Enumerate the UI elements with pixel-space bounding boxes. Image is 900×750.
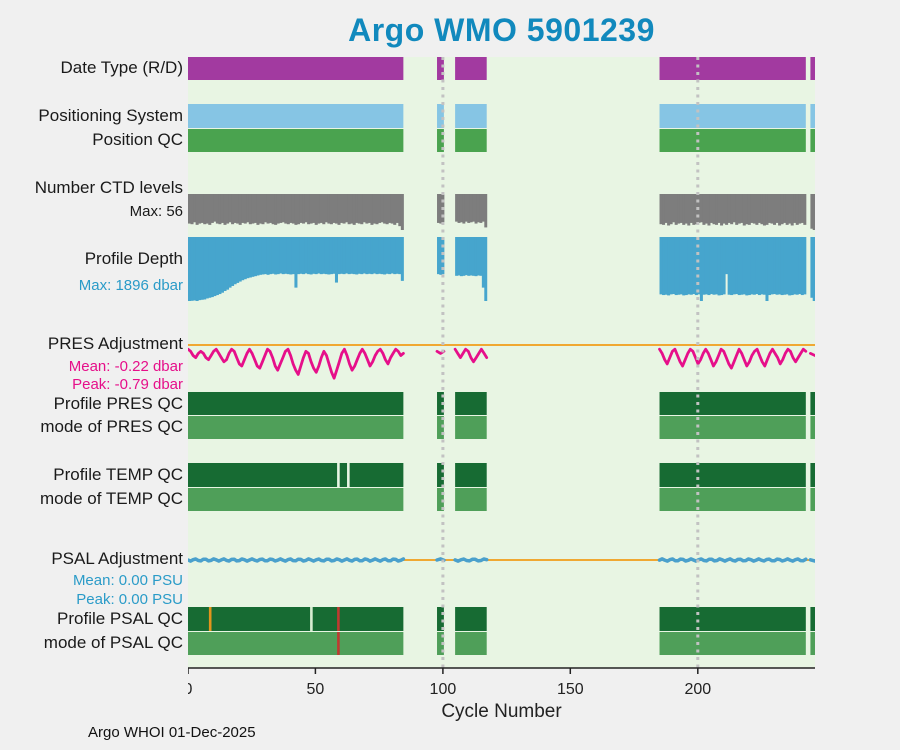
row-label-ctd-levels: Number CTD levels (34, 178, 183, 197)
row-sublabel-psal-mean: Mean: 0.00 PSU (72, 572, 183, 589)
row-label-date-type: Date Type (R/D) (60, 58, 183, 77)
row-label-mode-temp-qc: mode of TEMP QC (40, 489, 183, 508)
row-label-psal-adjustment: PSAL Adjustment (51, 549, 183, 568)
svg-text:200: 200 (684, 681, 711, 698)
chart-plot-area: 0 50 100 150 200 (184, 57, 817, 707)
page-title: Argo WMO 5901239 (348, 12, 655, 48)
row-sublabel-pres-mean: Mean: -0.22 dbar (68, 358, 183, 375)
row-label-mode-pres-qc: mode of PRES QC (40, 417, 183, 436)
row-label-position-qc: Position QC (92, 130, 183, 149)
row-label-profile-pres-qc: Profile PRES QC (53, 394, 183, 413)
row-label-positioning-system: Positioning System (38, 106, 183, 125)
row-sublabel-pres-peak: Peak: -0.79 dbar (72, 376, 183, 393)
row-label-mode-psal-qc: mode of PSAL QC (43, 633, 183, 652)
row-label-profile-temp-qc: Profile TEMP QC (53, 465, 183, 484)
x-axis-label: Cycle Number (441, 701, 562, 722)
row-label-profile-psal-qc: Profile PSAL QC (57, 609, 183, 628)
row-label-pres-adjustment: PRES Adjustment (47, 334, 183, 353)
argo-status-chart: 0 50 100 150 200 (184, 57, 817, 698)
svg-text:0: 0 (188, 681, 193, 698)
svg-text:50: 50 (307, 681, 325, 698)
svg-text:150: 150 (557, 681, 584, 698)
row-sublabel-ctd-max: Max: 56 (129, 203, 183, 220)
svg-text:100: 100 (430, 681, 457, 698)
footer-credit: Argo WHOI 01-Dec-2025 (88, 724, 256, 741)
row-sublabel-psal-peak: Peak: 0.00 PSU (76, 591, 183, 608)
row-sublabel-depth-max: Max: 1896 dbar (78, 277, 183, 294)
row-label-profile-depth: Profile Depth (84, 249, 183, 268)
